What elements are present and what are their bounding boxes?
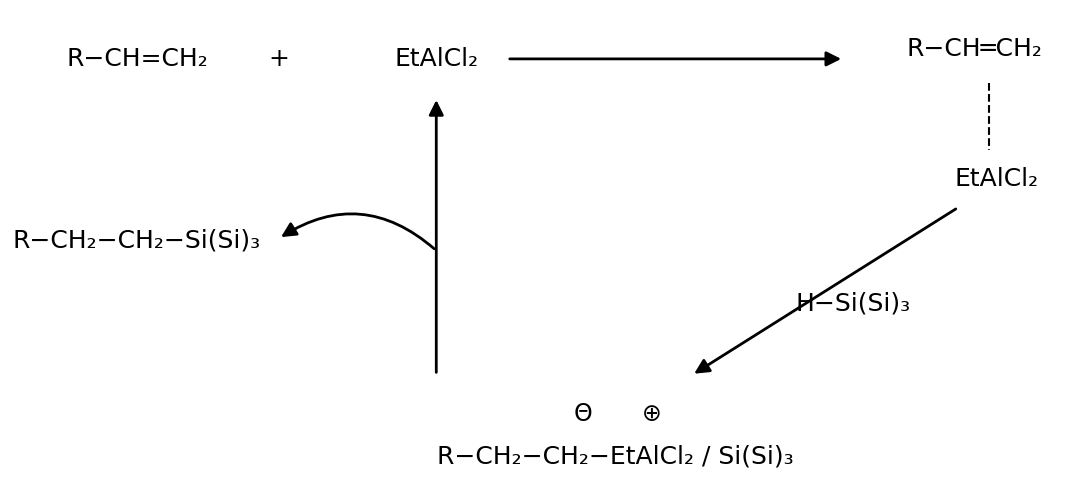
Text: Θ: Θ bbox=[573, 402, 593, 426]
Text: EtAlCl₂: EtAlCl₂ bbox=[954, 167, 1039, 191]
Text: R−CH₂−CH₂−EtAlCl₂ / Si(Si)₃: R−CH₂−CH₂−EtAlCl₂ / Si(Si)₃ bbox=[437, 445, 794, 469]
Text: ⊕: ⊕ bbox=[642, 402, 662, 426]
Text: +: + bbox=[268, 47, 289, 71]
Text: R−CH═CH₂: R−CH═CH₂ bbox=[907, 37, 1042, 61]
Text: R−CH=CH₂: R−CH=CH₂ bbox=[66, 47, 208, 71]
Text: R−CH₂−CH₂−Si(Si)₃: R−CH₂−CH₂−Si(Si)₃ bbox=[12, 229, 261, 253]
Text: EtAlCl₂: EtAlCl₂ bbox=[395, 47, 479, 71]
Text: H−Si(Si)₃: H−Si(Si)₃ bbox=[795, 291, 910, 315]
